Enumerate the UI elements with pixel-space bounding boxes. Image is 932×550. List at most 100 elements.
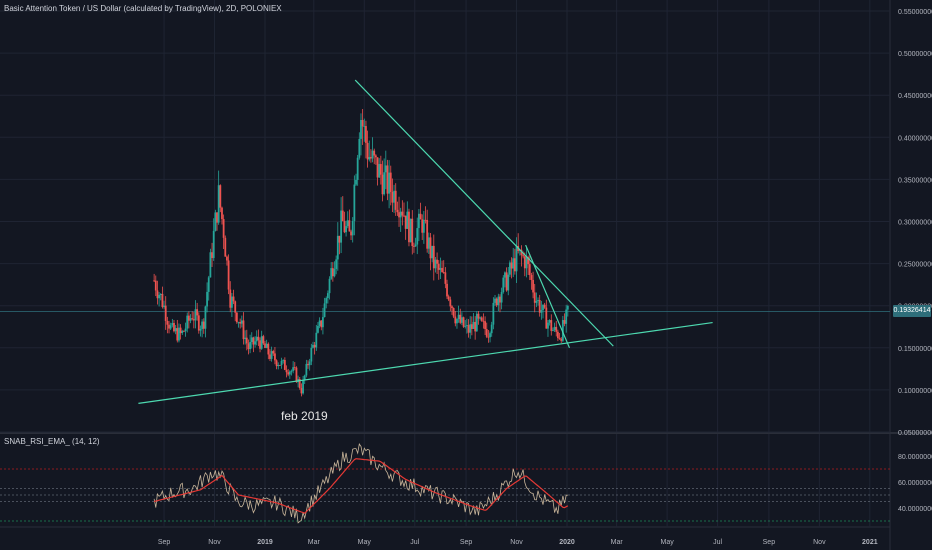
candle-body — [449, 299, 452, 307]
candle-body — [386, 165, 389, 194]
candle-body — [204, 306, 207, 329]
candle-body — [374, 155, 377, 158]
candle-body — [434, 259, 437, 269]
candle-body — [156, 290, 159, 299]
candle-body — [416, 228, 419, 245]
candle-body — [232, 296, 235, 302]
trendline — [525, 244, 571, 349]
candle-body — [492, 302, 495, 325]
candle-body — [540, 310, 543, 313]
candle-body — [247, 343, 250, 350]
candle-body — [444, 272, 447, 284]
candle-body — [351, 220, 354, 236]
candle-body — [467, 325, 470, 333]
candle-body — [171, 322, 174, 326]
candle-body — [545, 307, 548, 329]
candle-body — [202, 321, 205, 329]
candle-body — [163, 305, 165, 307]
candle-body — [161, 293, 164, 307]
candle-body — [187, 315, 190, 321]
time-tick-label: Nov — [208, 539, 221, 546]
candle-body — [335, 259, 338, 269]
candle-body — [293, 367, 296, 368]
candle-body — [563, 320, 566, 324]
candle-body — [221, 207, 223, 220]
candle-body — [340, 210, 343, 243]
candle-body — [436, 259, 438, 264]
candle-body — [414, 244, 417, 247]
candle-body — [373, 150, 376, 156]
candle-body — [421, 219, 424, 233]
candle-body — [169, 325, 172, 329]
candle-body — [216, 212, 218, 223]
candle-body — [472, 321, 475, 329]
candle-body — [552, 329, 554, 331]
candle-body — [234, 301, 237, 313]
trendline — [138, 321, 713, 404]
candle-body — [191, 318, 194, 320]
trendline — [354, 79, 614, 347]
rsi-line — [153, 442, 568, 524]
candle-body — [555, 326, 558, 332]
candle-body — [484, 321, 486, 330]
price-tick-label: 0.25000000 — [898, 262, 932, 269]
candle-body — [315, 332, 318, 348]
candle-body — [535, 301, 538, 303]
candle-body — [328, 278, 331, 294]
time-tick-label: Jul — [410, 539, 419, 546]
candle-body — [457, 314, 460, 320]
candle-body — [166, 320, 169, 325]
candle-body — [495, 298, 498, 306]
annotation-feb-2019: feb 2019 — [281, 409, 328, 423]
price-tick-label: 0.50000000 — [898, 51, 932, 58]
candle-body — [479, 317, 482, 319]
candle-body — [461, 317, 463, 323]
candle-body — [292, 367, 295, 371]
candle-body — [358, 138, 361, 158]
candle-body — [183, 330, 185, 332]
candle-body — [326, 293, 329, 299]
candle-body — [189, 318, 192, 321]
candle-body — [547, 322, 549, 329]
candle-body — [282, 359, 285, 361]
candle-body — [173, 322, 175, 332]
candle-body — [404, 215, 407, 229]
price-tick-label: 0.30000000 — [898, 220, 932, 227]
candles — [153, 109, 569, 397]
candle-body — [307, 363, 309, 366]
candle-body — [566, 305, 569, 310]
candle-body — [338, 235, 341, 243]
candle-body — [206, 291, 208, 307]
candle-body — [456, 319, 458, 324]
candle-body — [393, 190, 395, 203]
time-tick-label: Sep — [460, 539, 473, 546]
candle-body — [250, 337, 253, 342]
candle-body — [525, 257, 528, 269]
candle-body — [196, 309, 199, 316]
candle-body — [512, 258, 515, 269]
candle-body — [470, 324, 473, 329]
time-tick-label: Jul — [713, 539, 722, 546]
candle-body — [303, 375, 306, 380]
candle-body — [269, 354, 271, 359]
candle-body — [465, 325, 468, 326]
candle-body — [565, 309, 568, 324]
candle-body — [310, 347, 313, 362]
price-tick-label: 0.05000000 — [898, 430, 932, 437]
time-tick-label: 2021 — [862, 539, 878, 546]
candle-body — [482, 320, 485, 322]
candle-body — [499, 296, 501, 303]
candle-body — [550, 320, 553, 331]
candle-body — [212, 230, 215, 258]
candle-body — [376, 157, 379, 178]
candle-body — [365, 126, 367, 143]
candle-body — [194, 309, 197, 321]
candle-body — [298, 378, 301, 389]
candle-body — [408, 211, 410, 243]
candle-body — [446, 283, 448, 297]
chart-title: Basic Attention Token / US Dollar (calcu… — [4, 4, 282, 13]
last-price-tag[interactable]: 0.19326414 — [893, 305, 931, 317]
candle-body — [235, 312, 238, 323]
